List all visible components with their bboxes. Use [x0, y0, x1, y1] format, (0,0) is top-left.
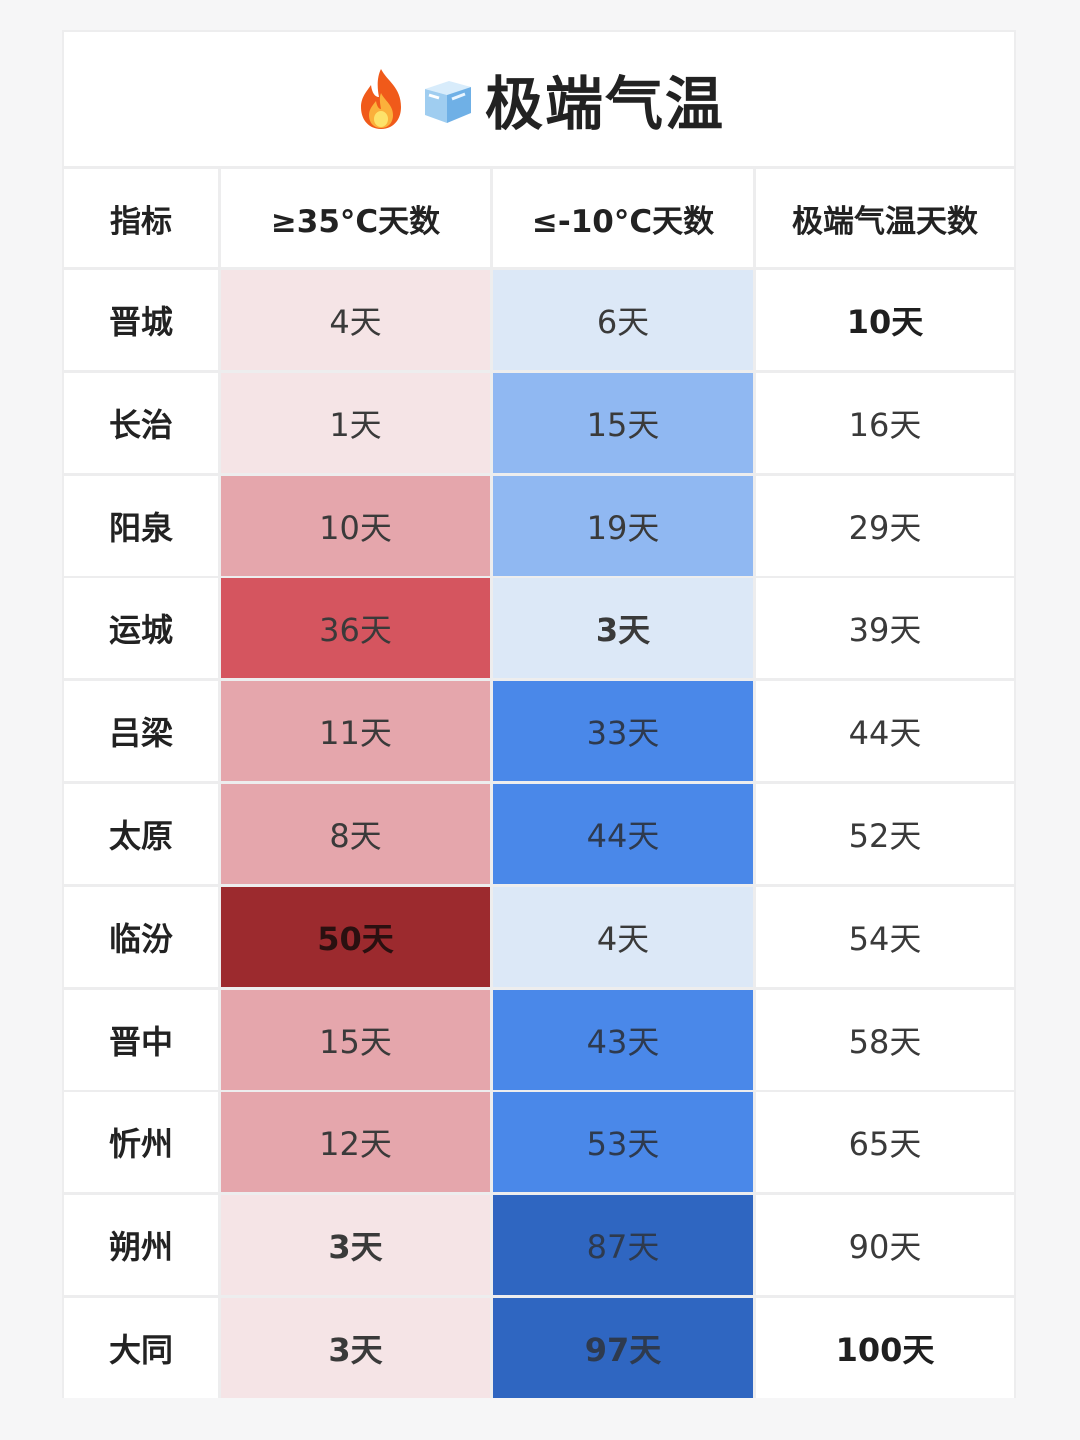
ice-cube-icon	[419, 67, 475, 131]
extreme-temperature-table: 极端气温 指标 ≥35°C天数 ≤-10°C天数 极端气温天数 晋城 4天 6天 10…	[62, 30, 1016, 1398]
cell-hot-days: 4天	[221, 270, 490, 370]
cell-extreme-days: 65天	[756, 1092, 1014, 1192]
table-row-city: 长治	[64, 373, 218, 473]
cell-hot-days: 3天	[221, 1298, 490, 1398]
cell-extreme-days: 10天	[756, 270, 1014, 370]
cell-extreme-days: 90天	[756, 1195, 1014, 1295]
table-row-city: 晋城	[64, 270, 218, 370]
table-row-city: 阳泉	[64, 476, 218, 576]
cell-extreme-days: 54天	[756, 887, 1014, 987]
table-row-city: 晋中	[64, 990, 218, 1090]
cell-cold-days: 6天	[493, 270, 753, 370]
table-row-city: 太原	[64, 784, 218, 884]
header-cold-days: ≤-10°C天数	[493, 169, 753, 267]
cell-extreme-days: 58天	[756, 990, 1014, 1090]
cell-hot-days: 10天	[221, 476, 490, 576]
cell-cold-days: 43天	[493, 990, 753, 1090]
table-title-row: 极端气温	[64, 32, 1014, 166]
cell-cold-days: 53天	[493, 1092, 753, 1192]
page-title: 极端气温	[484, 70, 725, 138]
cell-cold-days: 33天	[493, 681, 753, 781]
cell-extreme-days: 44天	[756, 681, 1014, 781]
cell-extreme-days: 39天	[756, 578, 1014, 678]
cell-cold-days: 3天	[493, 578, 753, 678]
cell-cold-days: 97天	[493, 1298, 753, 1398]
header-extreme-days: 极端气温天数	[756, 169, 1014, 267]
cell-extreme-days: 100天	[756, 1298, 1014, 1398]
table-row-city: 忻州	[64, 1092, 218, 1192]
table-row-city: 运城	[64, 578, 218, 678]
cell-hot-days: 15天	[221, 990, 490, 1090]
cell-hot-days: 11天	[221, 681, 490, 781]
cell-extreme-days: 52天	[756, 784, 1014, 884]
cell-hot-days: 36天	[221, 578, 490, 678]
cell-hot-days: 3天	[221, 1195, 490, 1295]
cell-extreme-days: 29天	[756, 476, 1014, 576]
header-indicator: 指标	[64, 169, 218, 267]
cell-extreme-days: 16天	[756, 373, 1014, 473]
header-hot-days: ≥35°C天数	[221, 169, 490, 267]
fire-icon	[353, 67, 409, 131]
cell-hot-days: 8天	[221, 784, 490, 884]
table-row-city: 大同	[64, 1298, 218, 1398]
cell-cold-days: 15天	[493, 373, 753, 473]
table-row-city: 吕梁	[64, 681, 218, 781]
table-row-city: 朔州	[64, 1195, 218, 1295]
cell-hot-days: 12天	[221, 1092, 490, 1192]
table-row-city: 临汾	[64, 887, 218, 987]
cell-cold-days: 19天	[493, 476, 753, 576]
cell-cold-days: 4天	[493, 887, 753, 987]
cell-hot-days: 50天	[221, 887, 490, 987]
cell-cold-days: 87天	[493, 1195, 753, 1295]
cell-hot-days: 1天	[221, 373, 490, 473]
cell-cold-days: 44天	[493, 784, 753, 884]
